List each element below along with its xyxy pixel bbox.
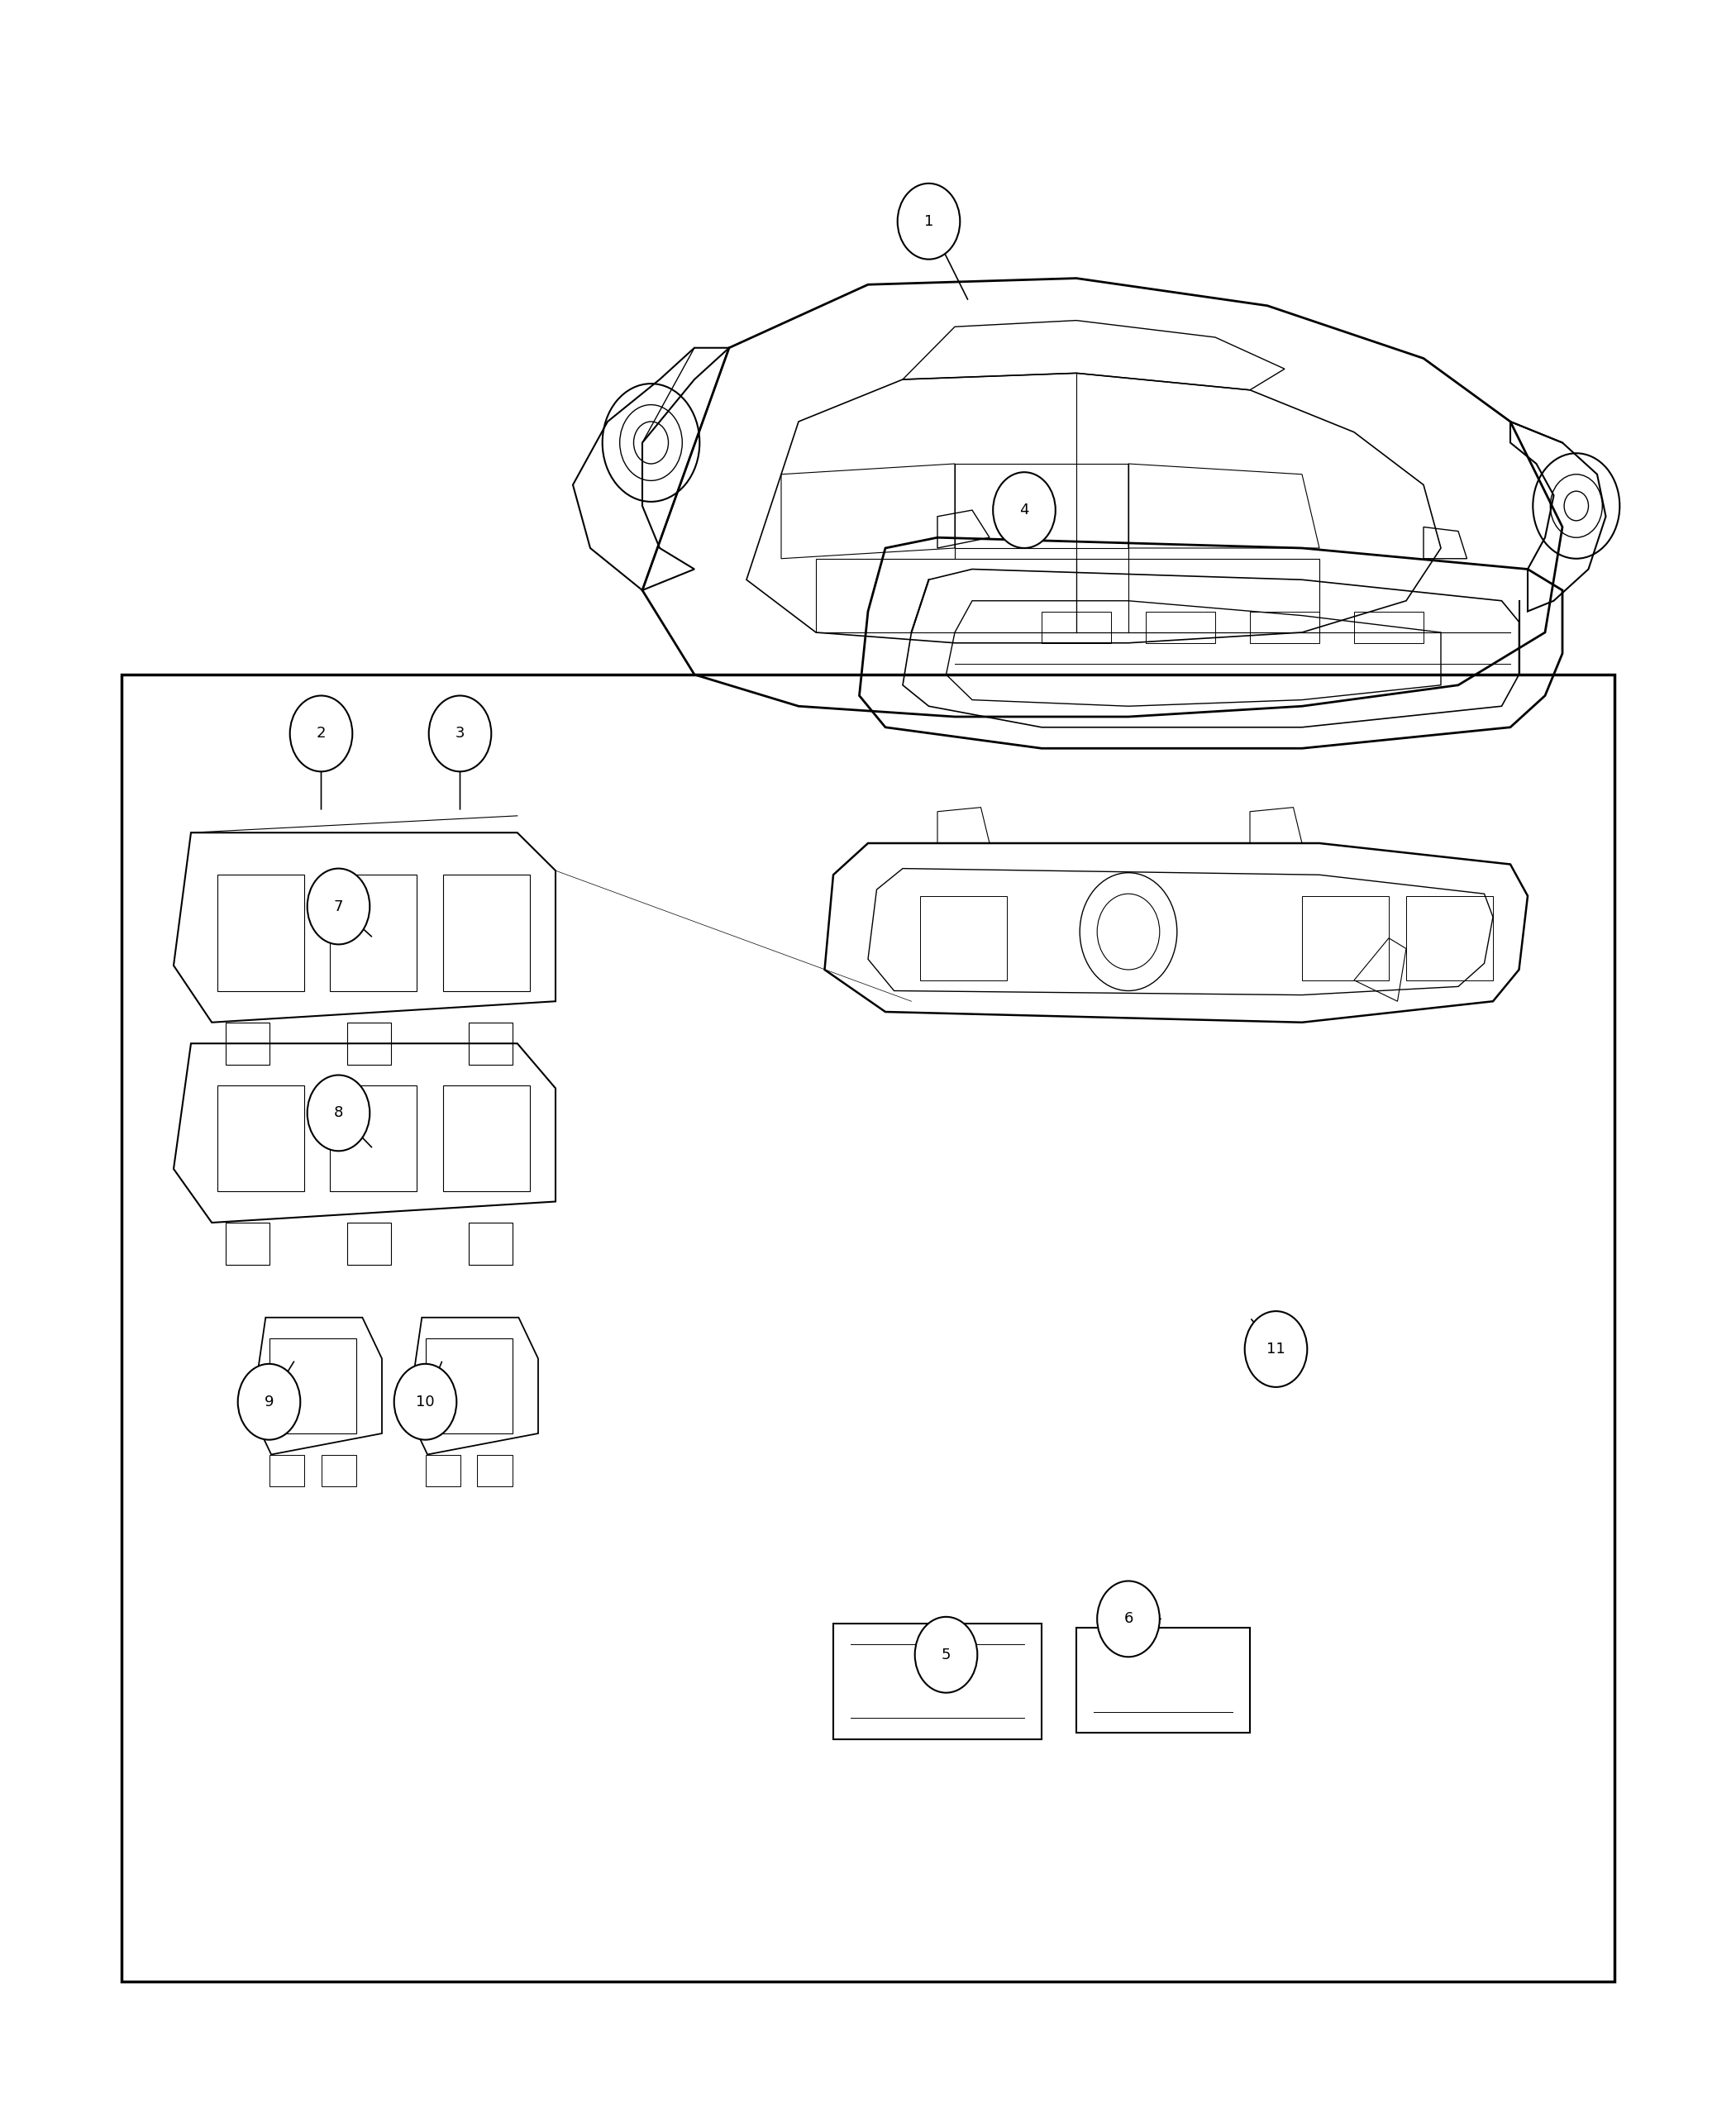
Text: 7: 7 (333, 898, 344, 915)
Text: 5: 5 (941, 1646, 951, 1663)
Circle shape (1097, 1581, 1160, 1657)
Circle shape (898, 183, 960, 259)
Text: 8: 8 (333, 1105, 344, 1121)
Text: 6: 6 (1123, 1611, 1134, 1627)
Circle shape (993, 472, 1055, 548)
Circle shape (1245, 1311, 1307, 1387)
Text: 11: 11 (1267, 1341, 1285, 1358)
Circle shape (915, 1617, 977, 1693)
Text: 4: 4 (1019, 502, 1029, 519)
Circle shape (238, 1364, 300, 1440)
FancyBboxPatch shape (122, 675, 1614, 1982)
Circle shape (307, 868, 370, 944)
Circle shape (307, 1075, 370, 1151)
Text: 3: 3 (455, 725, 465, 742)
Circle shape (290, 696, 352, 772)
Text: 2: 2 (316, 725, 326, 742)
Circle shape (429, 696, 491, 772)
Circle shape (394, 1364, 457, 1440)
Text: 10: 10 (417, 1393, 434, 1410)
Text: 1: 1 (924, 213, 934, 230)
Text: 9: 9 (264, 1393, 274, 1410)
